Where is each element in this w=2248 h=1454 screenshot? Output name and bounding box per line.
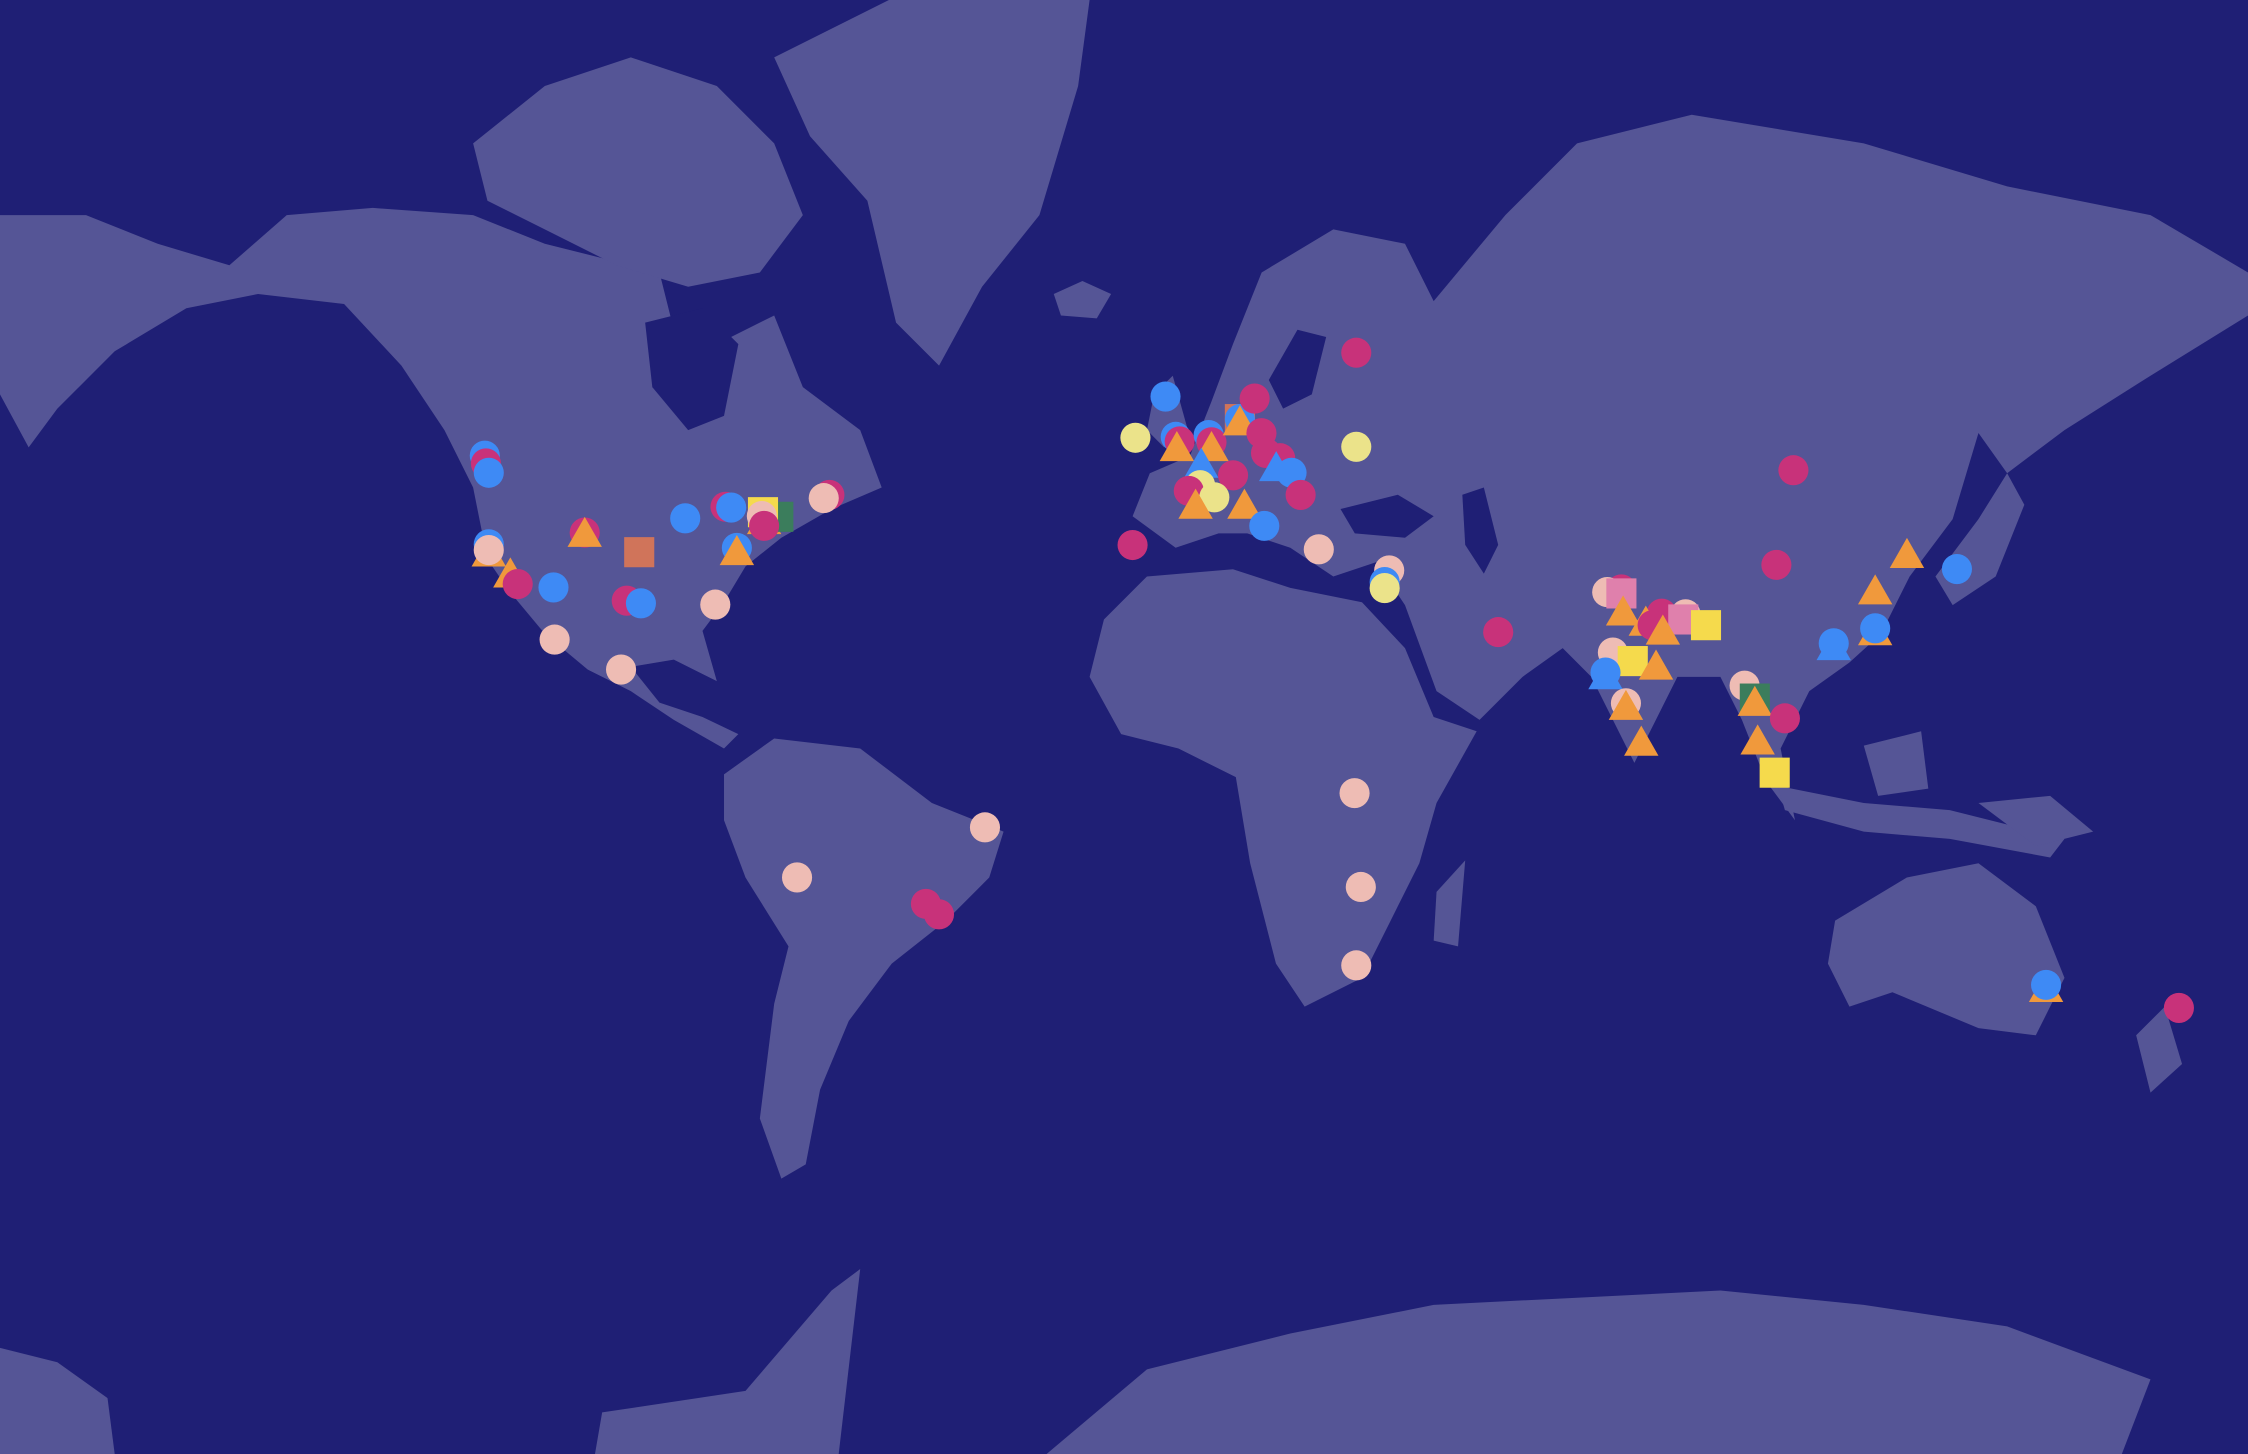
land-antarctica [0, 1347, 115, 1454]
map-marker-triangle-orange[interactable] [1159, 431, 1195, 462]
map-marker-circle-pink[interactable] [502, 569, 533, 600]
map-marker-circle-pink[interactable] [1117, 529, 1148, 561]
map-marker-circle-pink[interactable] [923, 899, 955, 930]
map-marker-circle-peach[interactable] [969, 812, 1001, 843]
map-marker-circle-blue[interactable] [625, 588, 656, 619]
map-marker-triangle-orange[interactable] [567, 516, 602, 547]
hudson-bay [645, 308, 739, 431]
land-australia [1827, 863, 2065, 1036]
baltic-sea [1268, 329, 1327, 409]
map-marker-circle-blue[interactable] [670, 503, 701, 534]
map-marker-circle-peach[interactable] [605, 654, 637, 685]
map-marker-circle-peach[interactable] [539, 624, 570, 655]
map-marker-square-yellow[interactable] [1759, 757, 1790, 788]
map-marker-circle-peach[interactable] [473, 534, 504, 566]
land-eurasia [1132, 114, 2248, 821]
land-iceland [1053, 281, 1112, 319]
land-madagascar [1433, 860, 1466, 947]
markers-layer [469, 337, 2194, 1023]
map-marker-square-yellow[interactable] [1690, 610, 1722, 641]
map-marker-circle-pink[interactable] [2163, 992, 2194, 1023]
black-sea [1340, 494, 1434, 538]
map-marker-triangle-orange[interactable] [1227, 488, 1262, 519]
map-marker-square-brown[interactable] [624, 537, 655, 568]
map-marker-circle-pink[interactable] [1769, 703, 1800, 734]
land-antarctic-peninsula [594, 1269, 861, 1454]
map-marker-circle-pink[interactable] [1218, 460, 1249, 491]
map-marker-circle-paleyellow[interactable] [1120, 422, 1151, 453]
map-marker-triangle-orange[interactable] [719, 534, 755, 566]
map-marker-circle-blue[interactable] [1818, 628, 1849, 659]
map-marker-triangle-orange[interactable] [1608, 689, 1644, 720]
land-borneo [1863, 731, 1929, 796]
map-marker-triangle-orange[interactable] [1638, 649, 1674, 680]
map-marker-circle-pink[interactable] [1483, 617, 1514, 648]
map-marker-circle-pink[interactable] [1778, 455, 1809, 486]
map-marker-circle-paleyellow[interactable] [1369, 573, 1400, 604]
map-marker-triangle-orange[interactable] [1605, 595, 1641, 626]
land-africa [1089, 569, 1477, 1007]
map-marker-circle-blue[interactable] [1150, 381, 1181, 412]
map-marker-triangle-blue[interactable] [1184, 447, 1219, 478]
map-marker-circle-peach[interactable] [808, 483, 839, 514]
map-marker-circle-pink[interactable] [1341, 337, 1372, 368]
map-marker-circle-blue[interactable] [2031, 969, 2062, 1000]
land-south-america [724, 738, 1004, 1179]
map-marker-circle-paleyellow[interactable] [1199, 482, 1230, 513]
map-marker-triangle-orange[interactable] [1737, 685, 1773, 716]
land-new-guinea [1978, 795, 2094, 847]
map-marker-circle-peach[interactable] [1341, 950, 1372, 981]
map-marker-circle-pink[interactable] [1285, 479, 1316, 510]
map-marker-triangle-orange[interactable] [1645, 614, 1681, 645]
map-marker-circle-peach[interactable] [781, 862, 813, 893]
map-marker-triangle-orange[interactable] [1740, 724, 1775, 755]
map-marker-circle-pink[interactable] [1761, 549, 1792, 580]
map-marker-circle-pink[interactable] [749, 510, 780, 541]
map-marker-triangle-orange[interactable] [1889, 537, 1925, 568]
map-marker-triangle-orange[interactable] [1857, 574, 1893, 605]
map-marker-circle-peach[interactable] [1345, 871, 1376, 903]
caspian-sea [1462, 487, 1499, 574]
land-new-zealand [2136, 1006, 2183, 1093]
land-greenland [774, 0, 1090, 366]
land-arctic-archipelago [473, 57, 803, 287]
map-marker-circle-peach[interactable] [1303, 534, 1334, 565]
map-marker-triangle-orange[interactable] [1624, 725, 1659, 756]
map-marker-circle-blue[interactable] [1590, 657, 1621, 688]
map-marker-circle-blue[interactable] [538, 572, 569, 603]
land-antarctica-east [1046, 1290, 2151, 1454]
map-marker-circle-peach[interactable] [1339, 778, 1370, 809]
map-marker-circle-blue[interactable] [1249, 510, 1280, 541]
map-marker-circle-blue[interactable] [716, 492, 747, 523]
map-marker-circle-paleyellow[interactable] [1341, 431, 1372, 462]
map-marker-square-yellow[interactable] [1617, 646, 1648, 677]
map-marker-circle-peach[interactable] [700, 589, 731, 620]
map-marker-circle-blue[interactable] [473, 457, 504, 488]
map-marker-circle-blue[interactable] [1860, 613, 1891, 644]
land-indonesia [1777, 785, 2065, 858]
map-marker-circle-pink[interactable] [1239, 383, 1270, 414]
map-marker-triangle-orange[interactable] [1178, 488, 1213, 519]
map-marker-circle-blue[interactable] [1941, 553, 1972, 585]
